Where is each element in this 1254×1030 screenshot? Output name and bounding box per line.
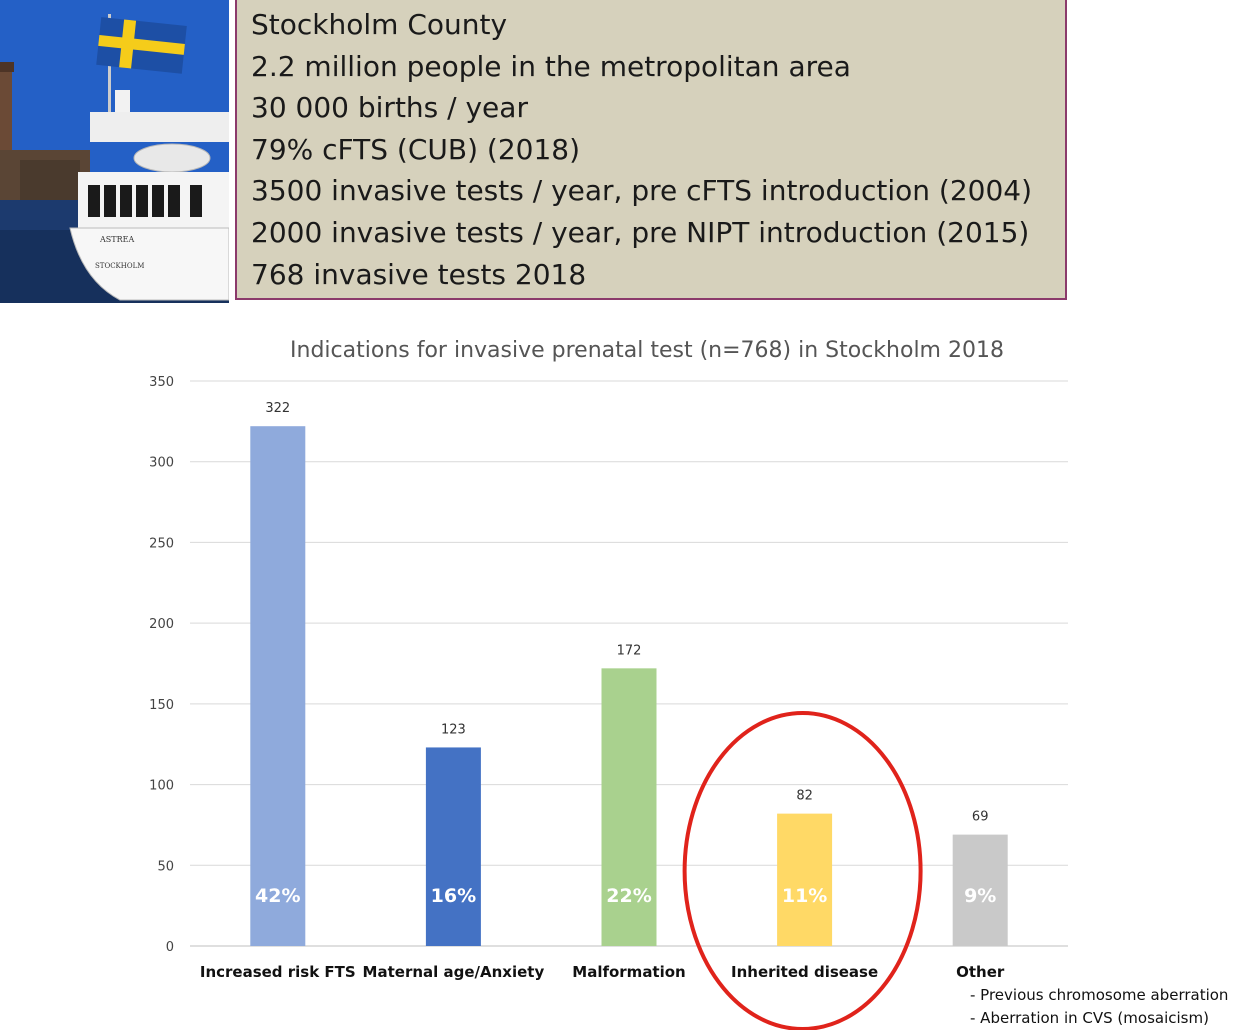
- category-label-increased-risk-fts: Increased risk FTS: [200, 963, 356, 981]
- bar-chart-svg: Indications for invasive prenatal test (…: [149, 338, 1228, 1030]
- y-tick-label-350: 350: [149, 375, 174, 390]
- hull-port-text: STOCKHOLM: [95, 262, 144, 270]
- chart-title: Indications for invasive prenatal test (…: [290, 338, 1004, 363]
- other-note-2: - Aberration in CVS (mosaicism): [970, 1009, 1209, 1027]
- percent-label-other: 9%: [964, 885, 996, 907]
- category-label-inherited-disease: Inherited disease: [731, 963, 878, 981]
- bar-malformation: [601, 668, 657, 946]
- bar-inherited-disease: [777, 813, 833, 946]
- swedish-flag-icon: [96, 17, 187, 74]
- bar-maternal-age-anxiety: [425, 747, 481, 946]
- other-note-1: - Previous chromosome aberration: [970, 986, 1228, 1004]
- value-label-maternal-age-anxiety: 123: [441, 722, 466, 737]
- info-line-pre-nipt: 2000 invasive tests / year, pre NIPT int…: [251, 215, 1030, 249]
- bars-group: [250, 426, 1008, 946]
- percent-label-inherited-disease: 11%: [782, 885, 827, 907]
- hull-name-text: ASTREA: [99, 235, 134, 244]
- y-tick-label-0: 0: [166, 940, 174, 955]
- ferry-illustration: ASTREA STOCKHOLM: [0, 0, 229, 303]
- y-tick-label-100: 100: [149, 779, 174, 794]
- stockholm-ferry-photo: ASTREA STOCKHOLM: [0, 0, 229, 303]
- y-tick-label-200: 200: [149, 617, 174, 632]
- percent-label-malformation: 22%: [606, 885, 651, 907]
- info-line-2018: 768 invasive tests 2018: [251, 257, 587, 291]
- value-label-increased-risk-fts: 322: [265, 401, 290, 416]
- category-label-maternal-age-anxiety: Maternal age/Anxiety: [363, 963, 545, 981]
- percent-label-maternal-age-anxiety: 16%: [431, 885, 476, 907]
- percent-label-increased-risk-fts: 42%: [255, 885, 300, 907]
- bar-increased-risk-fts: [250, 426, 306, 946]
- y-tick-label-150: 150: [149, 698, 174, 713]
- value-label-other: 69: [972, 810, 989, 825]
- info-line-cfts: 79% cFTS (CUB) (2018): [251, 132, 581, 166]
- labels-group: 0 50 100 150 200 250 300 350 322 42% Increased ris…: [149, 375, 1005, 981]
- value-label-malformation: 172: [617, 643, 642, 658]
- info-line-pre-cfts: 3500 invasive tests / year, pre cFTS int…: [251, 174, 1033, 208]
- info-line-births: 30 000 births / year: [251, 91, 528, 125]
- bar-other: [952, 834, 1008, 946]
- highlight-circle: [682, 711, 923, 1030]
- value-label-inherited-disease: 82: [796, 789, 813, 804]
- category-label-malformation: Malformation: [572, 963, 685, 981]
- y-tick-label-250: 250: [149, 536, 174, 551]
- info-line-county: Stockholm County: [251, 8, 508, 41]
- y-tick-label-50: 50: [157, 859, 174, 874]
- category-label-other: Other: [956, 963, 1005, 981]
- county-info-box: Stockholm County 2.2 million people in t…: [235, 0, 1067, 300]
- indications-chart: Indications for invasive prenatal test (…: [0, 320, 1254, 1030]
- y-tick-label-300: 300: [149, 456, 174, 471]
- info-line-population: 2.2 million people in the metropolitan a…: [251, 49, 851, 83]
